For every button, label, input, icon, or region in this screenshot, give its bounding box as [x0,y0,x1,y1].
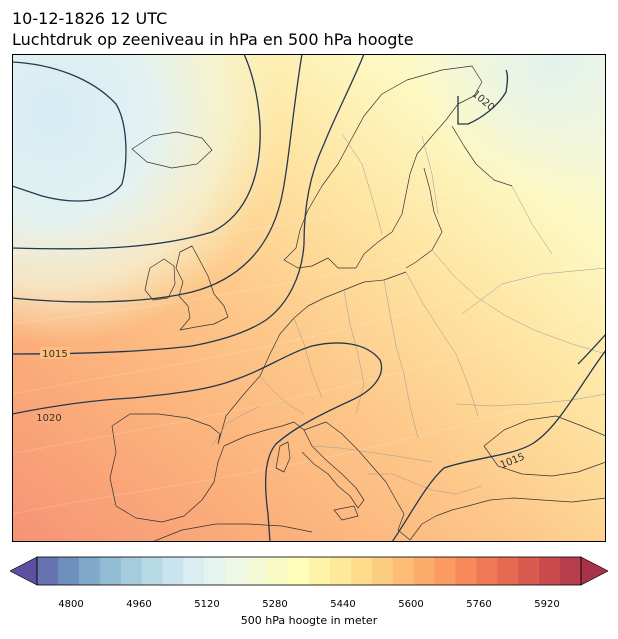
colorbar-cell [288,557,310,585]
colorbar-tick-label: 5120 [194,599,220,610]
colorbar-tick-label: 5440 [330,599,356,610]
map-title-description: Luchtdruk op zeeniveau in hPa en 500 hPa… [12,30,414,49]
isobar-label-1015-west: 1015 [42,349,67,360]
colorbar-cell [183,557,205,585]
colorbar-cell [392,557,415,585]
colorbar-cell [560,557,582,585]
colorbar-cell [329,557,352,585]
colorbar-cell [162,557,185,585]
colorbar-cell [350,557,373,585]
colorbar-cell [455,557,477,585]
scandinavia-coast [283,65,483,269]
colorbar-tick-label: 5600 [398,599,424,610]
colorbar-cell [78,557,101,585]
colorbar-tick-label: 5920 [534,599,560,610]
great-britain-coast [175,245,229,331]
isobar-label-1020-west: 1020 [36,413,61,424]
colorbar-label: 500 hPa hoogte in meter [240,614,378,627]
colorbar [10,556,608,586]
colorbar-cell [141,557,164,585]
map-frame [12,54,606,542]
colorbar-cell [309,557,331,585]
country-borders [211,133,606,495]
colorbar-cell [225,557,247,585]
colorbar-extend-high [580,556,608,586]
ireland-coast [144,258,176,301]
iceland-coast [131,131,213,169]
colorbar-cell [413,557,436,585]
colorbar-tick-label: 4800 [58,599,84,610]
black-sea-coast [483,415,606,477]
isobar-1015-balkans [391,349,606,542]
colorbar-tick-label: 5280 [262,599,288,610]
colorbar-tick-label: 5760 [466,599,492,610]
isobar-1020-scandinavia [457,69,509,125]
colorbar-cell [476,557,498,585]
colorbar-cell [57,557,80,585]
colorbar-cell [371,557,394,585]
iberia-coast [109,425,225,523]
weather-map: 1015 1020 1020 1015 [12,54,606,542]
colorbar-cell [99,557,122,585]
colorbar-cell [204,557,226,585]
colorbar-tick-label: 4960 [126,599,152,610]
colorbar-extend-low [10,556,38,586]
colorbar-cell [267,557,289,585]
colorbar-cell [539,557,561,585]
isobar-1015 [12,54,365,355]
map-title-date: 10-12-1826 12 UTC [12,9,168,28]
colorbar-cell [497,557,519,585]
isobar-west-2 [12,54,303,303]
colorbar-cell [246,557,268,585]
colorbar-cell [37,557,59,585]
isobar-west-1 [12,54,261,250]
colorbar-cell [434,557,457,585]
isobars [12,54,606,542]
isobar-1020 [12,342,383,542]
colorbar-cell [518,557,540,585]
colorbar-cell [120,557,143,585]
isobar-low-center [12,61,127,202]
